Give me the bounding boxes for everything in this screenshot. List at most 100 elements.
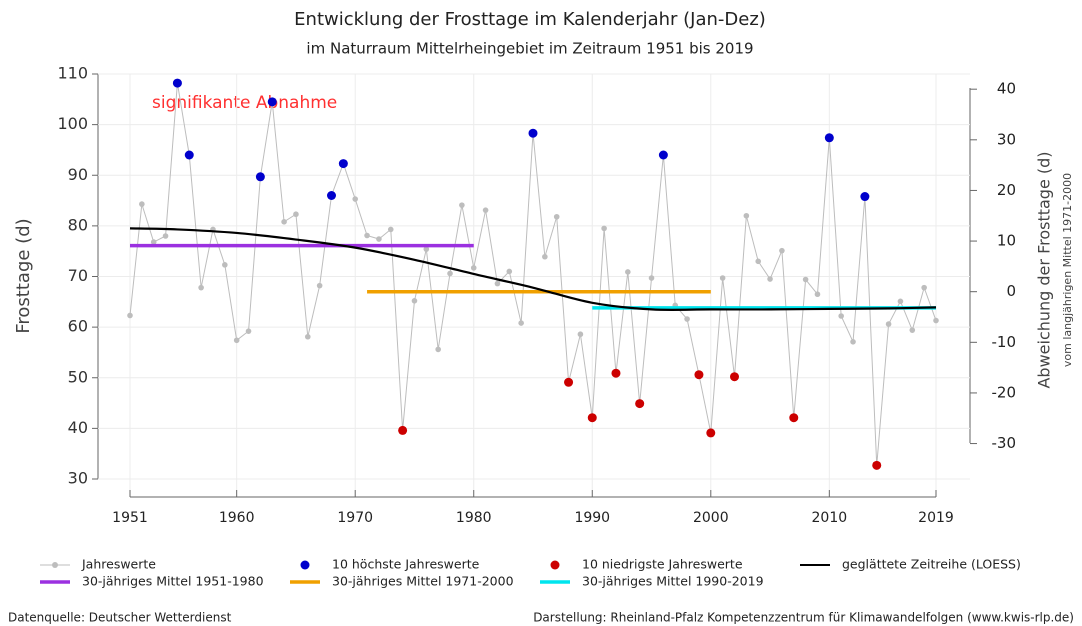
y2-tick-label: -20 (992, 383, 1017, 401)
data-point (139, 201, 145, 207)
y2-tick-label: 10 (997, 232, 1016, 250)
x-tick-label: 2010 (812, 510, 848, 526)
data-point (376, 236, 382, 242)
data-point (577, 331, 584, 338)
data-point (316, 282, 323, 289)
data-point (150, 239, 157, 245)
x-tick-label: 1960 (219, 510, 255, 526)
data-point (838, 313, 844, 319)
data-point (743, 212, 750, 219)
legend-label: 30-jähriges Mittel 1951-1980 (82, 574, 264, 589)
data-point (814, 291, 821, 298)
data-point (872, 460, 882, 470)
y-tick-label: 50 (68, 367, 88, 386)
legend-label: geglättete Zeitreihe (LOESS) (842, 557, 1021, 572)
data-point (281, 219, 287, 225)
data-point (447, 270, 453, 277)
data-point (411, 298, 418, 304)
data-point (921, 284, 927, 291)
data-point (127, 312, 133, 319)
x-tick-label: 1951 (112, 510, 148, 526)
data-point (648, 275, 655, 281)
y-axis-label: Frosttage (d) (13, 218, 34, 333)
data-point (518, 320, 524, 326)
y2-axis-label: Abweichung der Frosttage (d) (1035, 151, 1054, 388)
y2-tick-label: -30 (992, 434, 1017, 452)
data-point (684, 316, 690, 322)
loess-line (129, 227, 937, 311)
legend-label: 10 niedrigste Jahreswerte (582, 557, 743, 572)
credit: Darstellung: Rheinland-Pfalz Kompetenzze… (533, 611, 1074, 625)
data-point (184, 150, 194, 160)
y2-tick-label: 0 (1006, 282, 1016, 300)
data-point (933, 317, 939, 324)
data-point (611, 368, 621, 378)
y2-tick-label: 20 (997, 181, 1016, 199)
data-point (470, 265, 477, 271)
y2-axis-sublabel: vom langjährigen Mittel 1971-2000 (1061, 173, 1074, 367)
y-tick-label: 100 (57, 114, 88, 133)
legend-swatch (300, 560, 310, 570)
legend-label: 10 höchste Jahreswerte (332, 557, 480, 572)
legend-label: 30-jähriges Mittel 1990-2019 (582, 574, 764, 589)
data-point (542, 253, 548, 260)
data-point (352, 196, 359, 202)
data-point (267, 97, 277, 107)
data-point (719, 275, 726, 281)
data-point (364, 232, 370, 239)
data-point (528, 128, 538, 138)
data-point (233, 337, 240, 344)
data-point (327, 191, 336, 200)
data-point (601, 225, 607, 232)
source: Datenquelle: Deutscher Wetterdienst (8, 611, 232, 625)
data-point (494, 280, 501, 287)
y-tick-label: 110 (57, 64, 88, 83)
chart-subtitle: im Naturraum Mittelrheingebiet im Zeitra… (306, 40, 753, 58)
data-point (755, 258, 762, 265)
legend-swatch (550, 560, 560, 570)
x-tick-label: 2000 (693, 510, 729, 526)
chart-title: Entwicklung der Frosttage im Kalenderjah… (294, 9, 766, 30)
data-point (730, 372, 739, 382)
data-point (338, 159, 348, 169)
data-point (587, 413, 597, 423)
data-point (694, 370, 704, 380)
legend-label: 30-jähriges Mittel 1971-2000 (332, 574, 514, 589)
legend-swatch (52, 562, 58, 568)
y-tick-label: 80 (68, 215, 88, 234)
y-tick-label: 90 (68, 165, 88, 184)
data-point (459, 202, 465, 208)
data-point (222, 262, 228, 268)
data-point (162, 233, 169, 239)
x-tick-label: 1990 (574, 510, 610, 526)
data-point (850, 339, 856, 345)
data-point (824, 133, 834, 143)
data-point (255, 172, 265, 182)
data-point (245, 328, 252, 334)
data-point (564, 377, 574, 387)
x-tick-label: 2019 (918, 510, 954, 526)
data-point (553, 213, 560, 220)
data-point (635, 399, 645, 409)
data-point (398, 425, 408, 435)
data-point (909, 327, 916, 333)
x-tick-label: 1970 (337, 510, 373, 526)
data-point (897, 298, 904, 305)
data-point (789, 413, 799, 423)
data-point (767, 276, 773, 282)
y2-tick-label: -10 (992, 333, 1017, 351)
data-point (506, 268, 513, 275)
data-point (387, 226, 394, 233)
x-tick-label: 1980 (456, 510, 492, 526)
data-point (198, 284, 204, 291)
data-point (706, 428, 716, 438)
data-point (482, 207, 489, 213)
data-point (172, 78, 182, 88)
data-point (885, 321, 892, 327)
y-tick-label: 60 (68, 317, 88, 336)
data-point (625, 269, 631, 275)
y2-tick-label: 40 (997, 80, 1016, 98)
data-point (658, 150, 668, 160)
y-tick-label: 70 (68, 266, 88, 285)
